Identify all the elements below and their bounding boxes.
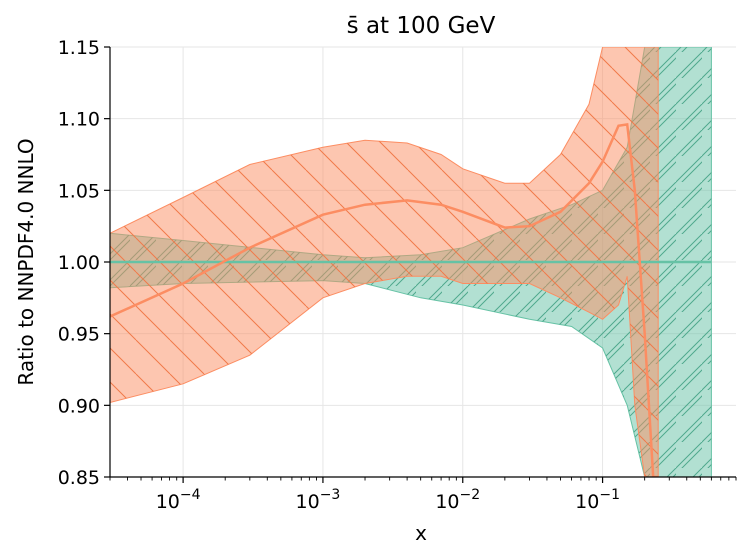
x-tick-label: 10−3 xyxy=(296,487,341,513)
axes: 0.85 0.90 0.95 1.00 1.05 1.10 1.15 10−4 10−3 10−2… xyxy=(58,37,737,513)
x-axis-label: x xyxy=(415,521,427,545)
y-tick-label: 1.00 xyxy=(58,252,100,274)
plot-area xyxy=(110,47,712,477)
x-tick-label: 10−2 xyxy=(435,487,480,513)
y-tick-label: 1.10 xyxy=(58,109,100,131)
y-tick-label: 1.15 xyxy=(58,37,100,59)
x-tick-label: 10−1 xyxy=(575,487,620,513)
x-tick-label: 10−4 xyxy=(156,487,201,513)
chart-title: s̄ at 100 GeV xyxy=(347,13,496,39)
comparison-central-line xyxy=(110,122,659,477)
y-tick-label: 0.90 xyxy=(58,395,100,417)
y-axis-label: Ratio to NNPDF4.0 NNLO xyxy=(14,138,38,385)
y-tick-label: 0.95 xyxy=(58,324,100,346)
y-tick-label: 1.05 xyxy=(58,180,100,202)
y-tick-label: 0.85 xyxy=(58,467,100,489)
